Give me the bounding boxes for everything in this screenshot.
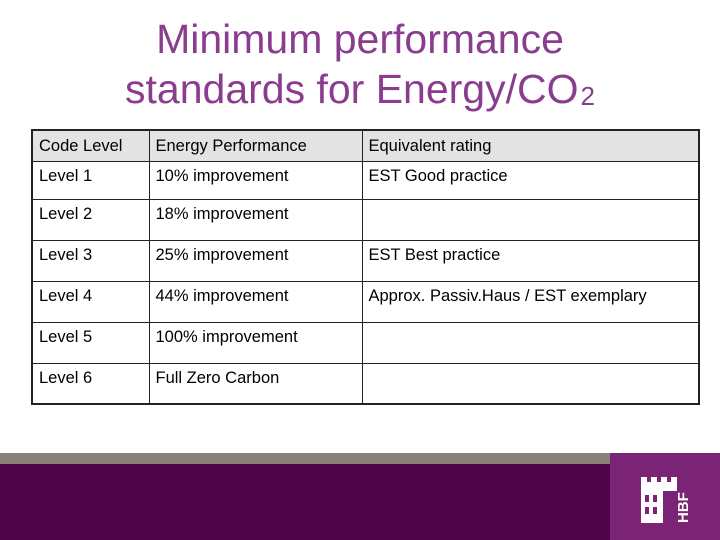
title-line-2: standards for Energy/CO2 — [0, 64, 720, 119]
hbf-logo: HBF — [641, 477, 691, 523]
title-line-2-main: standards for Energy/CO — [125, 66, 579, 112]
cell-energy-performance: 25% improvement — [148, 239, 363, 282]
cell-code-level: Level 2 — [31, 198, 150, 241]
cell-code-level: Level 6 — [31, 362, 150, 405]
table-row: Level 6 Full Zero Carbon — [31, 362, 700, 405]
table-row: Level 2 18% improvement — [31, 198, 700, 241]
cell-code-level: Level 1 — [31, 160, 150, 200]
cell-energy-performance: 44% improvement — [148, 280, 363, 323]
cell-equivalent-rating: EST Best practice — [361, 239, 700, 282]
table-row: Level 5 100% improvement — [31, 321, 700, 364]
slide-title: Minimum performance standards for Energy… — [0, 14, 720, 119]
cell-energy-performance: Full Zero Carbon — [148, 362, 363, 405]
table-row: Level 3 25% improvement EST Best practic… — [31, 239, 700, 282]
cell-code-level: Level 5 — [31, 321, 150, 364]
cell-equivalent-rating — [361, 198, 700, 241]
cell-code-level: Level 4 — [31, 280, 150, 323]
header-energy-performance: Energy Performance — [148, 129, 363, 162]
performance-table: Code Level Energy Performance Equivalent… — [31, 129, 700, 405]
cell-equivalent-rating — [361, 362, 700, 405]
castle-icon — [641, 477, 677, 523]
table-row: Level 1 10% improvement EST Good practic… — [31, 160, 700, 200]
logo-panel — [610, 453, 720, 540]
header-equivalent-rating: Equivalent rating — [361, 129, 700, 162]
title-subscript: 2 — [580, 81, 595, 111]
cell-equivalent-rating — [361, 321, 700, 364]
cell-energy-performance: 18% improvement — [148, 198, 363, 241]
title-line-1: Minimum performance — [156, 16, 564, 62]
cell-energy-performance: 10% improvement — [148, 160, 363, 200]
header-code-level: Code Level — [31, 129, 150, 162]
cell-equivalent-rating: Approx. Passiv.Haus / EST exemplary — [361, 280, 700, 323]
cell-code-level: Level 3 — [31, 239, 150, 282]
cell-energy-performance: 100% improvement — [148, 321, 363, 364]
table-header-row: Code Level Energy Performance Equivalent… — [31, 129, 700, 162]
cell-equivalent-rating: EST Good practice — [361, 160, 700, 200]
footer-grey-band — [0, 453, 720, 464]
table-row: Level 4 44% improvement Approx. Passiv.H… — [31, 280, 700, 323]
footer-purple-band — [0, 464, 720, 540]
logo-text: HBF — [675, 492, 691, 523]
